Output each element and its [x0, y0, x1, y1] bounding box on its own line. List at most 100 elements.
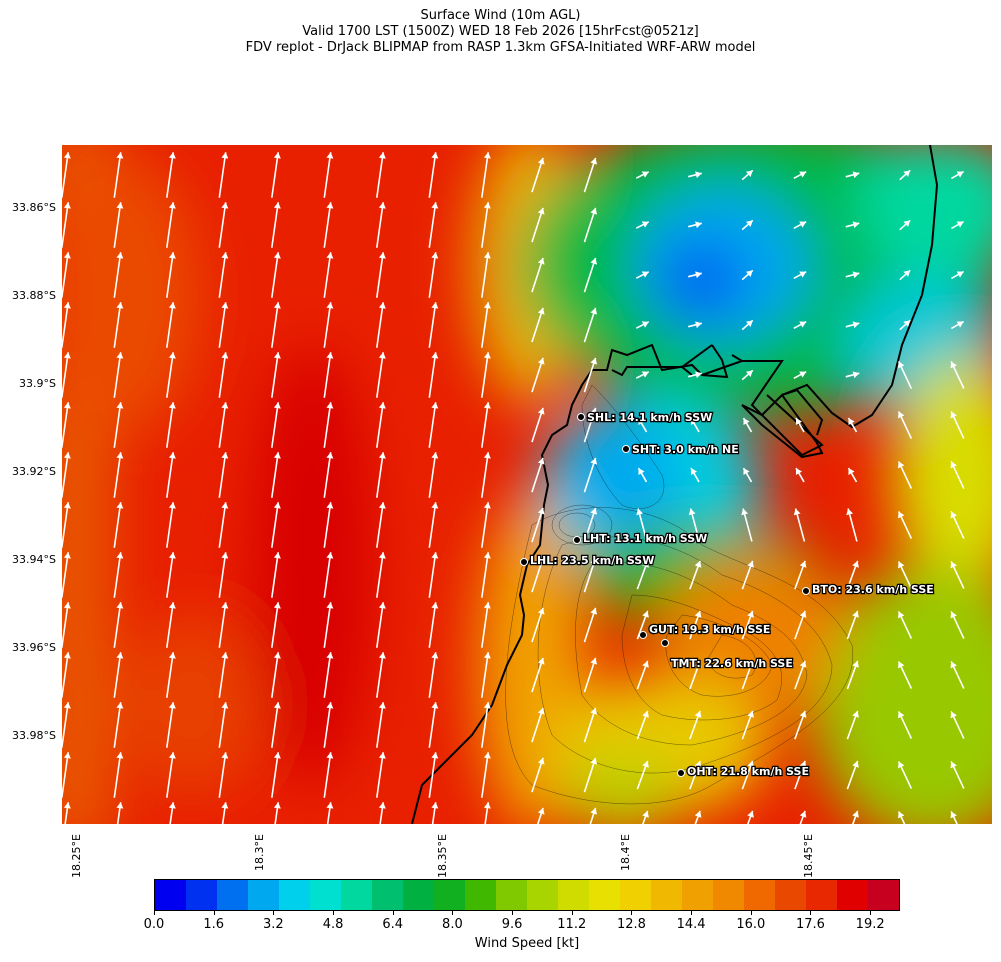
wind-vector-arrow [481, 752, 491, 798]
wind-vector-arrow [950, 661, 965, 689]
wind-vector-arrow [218, 402, 229, 448]
wind-vector-arrow [950, 220, 965, 230]
lat-label: 33.98°S [12, 729, 56, 742]
colorbar-cell [279, 880, 310, 910]
colorbar-tick-mark [154, 911, 155, 915]
colorbar-tick-mark [333, 911, 335, 915]
colorbar-tick-label: 1.6 [203, 917, 225, 932]
lon-label: 18.3°E [253, 834, 266, 871]
wind-vector-arrow [166, 352, 176, 398]
wind-vector-arrow [741, 760, 754, 790]
lon-label: 18.25°E [70, 834, 83, 878]
colorbar-tick-label: 16.0 [736, 917, 766, 932]
wind-vector-arrow [741, 169, 754, 181]
colorbar-tick-mark [452, 911, 454, 915]
wind-vector-arrow [794, 710, 807, 740]
wind-vector-arrow [899, 269, 911, 281]
wind-vector-arrow [793, 371, 807, 379]
wind-vector-arrow [481, 652, 491, 698]
wind-vector-arrow [690, 417, 700, 433]
wind-vector-arrow [636, 710, 649, 740]
wind-vector-arrow [636, 508, 648, 542]
wind-vector-arrow [636, 660, 649, 690]
colorbar-cell [248, 880, 279, 910]
wind-vector-arrow [536, 807, 545, 824]
colorbar-cell [837, 880, 868, 910]
wind-vector-arrow [794, 560, 807, 590]
wind-vector-arrow [950, 711, 965, 739]
wind-vector-arrow [113, 652, 124, 698]
lon-label: 18.4°E [619, 834, 632, 871]
wind-vector-arrow [323, 602, 334, 648]
wind-vector-arrow [376, 252, 386, 298]
wind-vector-arrow [741, 660, 754, 690]
wind-vector-arrow [689, 560, 702, 590]
wind-vector-arrow [531, 457, 545, 493]
station-label: SHT: 3.0 km/h NE [632, 443, 739, 456]
wind-vector-arrow [741, 710, 754, 740]
wind-vector-arrow [950, 761, 965, 789]
wind-vector-arrow [378, 802, 386, 824]
wind-vector-arrow [642, 810, 649, 824]
wind-vector-arrow [950, 511, 965, 539]
wind-vector-arrow [481, 152, 491, 198]
colorbar-tick-label: 9.6 [501, 917, 523, 932]
wind-vector-arrow [899, 319, 911, 331]
wind-vector-arrow [481, 252, 491, 298]
lat-label: 33.96°S [12, 641, 56, 654]
wind-vector-arrow [689, 610, 702, 640]
wind-vector-arrow [62, 402, 71, 448]
weather-stations: SHL: 14.1 km/h SSW SHT: 3.0 km/h NE LHT: 1… [520, 410, 935, 779]
wind-vector-arrow [218, 302, 229, 348]
wind-vector-arrow [531, 407, 545, 443]
wind-vector-arrow [637, 417, 648, 433]
colorbar-cell [806, 880, 837, 910]
wind-vector-arrow [428, 252, 439, 298]
wind-vector-arrow [376, 602, 386, 648]
wind-vector-arrow [166, 302, 176, 348]
station-lhl: LHL: 23.5 km/h SSW [520, 553, 656, 568]
wind-vector-arrow [323, 202, 334, 248]
wind-vector-arrow [166, 402, 176, 448]
wind-vector-arrow [688, 271, 702, 279]
wind-vector-arrow [689, 660, 702, 690]
wind-map-canvas: SHL: 14.1 km/h SSW SHT: 3.0 km/h NE LHT: 1… [62, 145, 992, 824]
colorbar-cell [496, 880, 527, 910]
wind-vector-arrow [845, 221, 860, 229]
wind-vector-arrow [113, 702, 124, 748]
wind-speed-field [62, 145, 992, 824]
wind-vector-arrow [62, 702, 71, 748]
wind-vector-arrow [168, 802, 176, 824]
wind-vector-arrow [846, 560, 859, 590]
wind-vector-arrow [376, 402, 386, 448]
wind-vector-arrow [113, 552, 124, 598]
wind-vector-arrow [166, 502, 176, 548]
wind-vector-arrow [950, 320, 965, 330]
station-label: SHL: 14.1 km/h SSW [587, 411, 712, 424]
wind-vector-arrow [793, 271, 807, 279]
station-lht: LHT: 13.1 km/h SSW [573, 531, 709, 546]
wind-vector-arrow [323, 652, 334, 698]
wind-vector-arrow [583, 157, 598, 193]
station-tmt: TMT: 22.6 km/h SSE [661, 639, 794, 671]
colorbar-tick-mark [810, 911, 812, 915]
wind-vector-arrow [635, 321, 650, 329]
wind-vector-arrow [428, 352, 439, 398]
wind-vector-arrow [221, 802, 229, 824]
colorbar-cell [713, 880, 744, 910]
wind-vector-arrow [62, 502, 71, 548]
wind-vector-arrow [747, 810, 754, 824]
wind-vector-arrow [113, 402, 124, 448]
wind-vector-arrow [847, 467, 858, 483]
wind-vector-arrow [795, 467, 805, 483]
wind-vector-arrow [950, 461, 965, 489]
wind-vector-arrow [897, 711, 913, 739]
wind-vector-arrow [531, 707, 545, 743]
colorbar-tick-label: 6.4 [382, 917, 404, 932]
station-shl: SHL: 14.1 km/h SSW [577, 410, 714, 425]
wind-vector-arrow [376, 152, 386, 198]
wind-vector-arrow [635, 221, 650, 229]
wind-vector-arrow [852, 810, 859, 824]
wind-vector-arrow [897, 611, 913, 639]
colorbar-cell [744, 880, 775, 910]
